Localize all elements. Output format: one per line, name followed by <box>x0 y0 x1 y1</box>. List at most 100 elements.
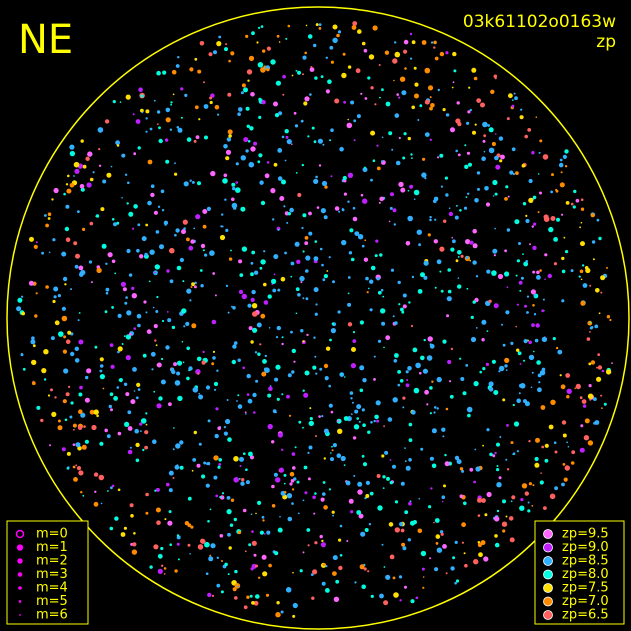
star <box>385 335 391 341</box>
star <box>154 264 160 270</box>
star <box>454 540 458 545</box>
star <box>145 109 150 114</box>
star <box>439 246 445 252</box>
star <box>254 351 258 354</box>
star <box>518 280 523 285</box>
star <box>527 127 532 132</box>
star <box>250 146 256 152</box>
star <box>526 295 530 298</box>
star <box>304 236 309 240</box>
star <box>472 260 477 265</box>
star <box>225 156 230 161</box>
star <box>418 497 421 500</box>
star <box>228 59 231 63</box>
star <box>341 208 345 212</box>
star <box>370 178 373 182</box>
star <box>585 267 591 274</box>
star <box>382 295 385 298</box>
star <box>137 223 141 227</box>
star <box>413 387 420 394</box>
star <box>156 110 161 114</box>
star <box>360 92 363 95</box>
star <box>176 265 182 271</box>
star <box>253 411 256 414</box>
star <box>223 144 228 149</box>
star <box>210 543 216 549</box>
star <box>297 192 302 198</box>
star <box>393 223 396 226</box>
star <box>302 297 305 300</box>
star <box>459 357 462 360</box>
star <box>494 534 498 538</box>
star <box>478 552 483 558</box>
star-field <box>16 21 613 618</box>
star <box>193 430 197 435</box>
star <box>47 212 52 216</box>
star <box>297 293 301 297</box>
star <box>603 402 607 406</box>
star <box>332 514 334 517</box>
star <box>405 370 409 374</box>
star <box>421 40 427 45</box>
star <box>459 467 464 471</box>
star <box>452 556 456 560</box>
star <box>240 155 246 161</box>
star <box>209 250 215 256</box>
star <box>338 210 341 213</box>
star <box>209 554 212 557</box>
star <box>486 269 491 274</box>
star <box>347 200 350 203</box>
star <box>601 369 605 373</box>
star <box>231 182 236 187</box>
star <box>494 542 500 548</box>
star <box>255 379 259 383</box>
star <box>137 146 141 150</box>
star <box>343 464 346 466</box>
star <box>179 465 184 470</box>
star <box>282 93 285 96</box>
star <box>379 593 384 599</box>
star <box>304 491 308 495</box>
star <box>324 185 328 189</box>
star <box>580 241 585 247</box>
star <box>193 285 197 289</box>
star <box>263 533 266 535</box>
star <box>218 463 222 466</box>
star <box>307 477 311 481</box>
star <box>424 177 427 180</box>
star <box>289 471 295 477</box>
star <box>315 313 318 315</box>
star <box>375 400 381 406</box>
star <box>587 440 594 446</box>
star <box>388 522 394 527</box>
star <box>286 139 292 145</box>
star <box>169 543 172 546</box>
star <box>468 162 472 167</box>
star <box>235 181 238 184</box>
star <box>402 304 407 309</box>
star <box>441 500 444 503</box>
star <box>294 241 300 247</box>
star <box>139 254 144 259</box>
star <box>315 175 318 179</box>
star <box>149 249 155 255</box>
star <box>519 115 524 120</box>
star <box>411 410 416 415</box>
star <box>140 108 144 113</box>
star <box>263 300 269 305</box>
star <box>273 472 278 477</box>
star <box>410 153 413 156</box>
star <box>186 288 192 294</box>
star <box>474 198 479 203</box>
star <box>168 470 174 476</box>
star <box>245 480 250 485</box>
star <box>368 523 372 526</box>
star <box>165 345 170 350</box>
star <box>314 240 318 243</box>
star <box>136 248 140 253</box>
star <box>153 324 158 329</box>
star <box>174 380 181 386</box>
star <box>131 549 138 555</box>
star <box>125 355 131 361</box>
star <box>271 440 275 444</box>
